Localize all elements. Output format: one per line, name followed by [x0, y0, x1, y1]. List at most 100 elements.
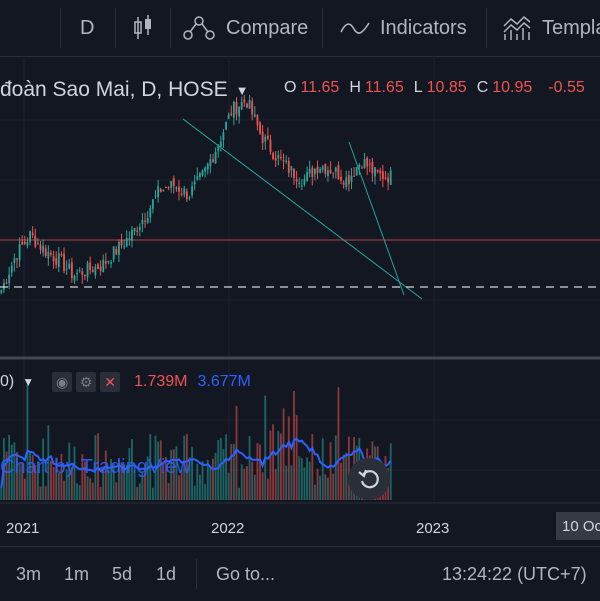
candle-body	[261, 131, 264, 144]
candle-body	[191, 186, 193, 196]
chevron-down-icon[interactable]: ▼	[235, 82, 249, 98]
candle-body	[16, 258, 18, 260]
eye-icon[interactable]: ◉	[52, 372, 73, 392]
volume-bar	[68, 442, 71, 500]
candle-body	[110, 262, 112, 264]
candle-body	[225, 121, 227, 130]
toolbar-divider	[486, 8, 487, 48]
candle-body	[170, 181, 173, 188]
volume-bar	[327, 477, 329, 500]
reset-icon	[358, 469, 379, 489]
close-icon[interactable]: ✕	[100, 372, 121, 392]
candle-body	[167, 187, 170, 189]
volume-bar	[107, 470, 110, 500]
volume-bar	[235, 405, 238, 500]
volume-bar	[306, 457, 308, 500]
volume-bar	[102, 467, 105, 500]
templates-button[interactable]: Templa	[502, 0, 600, 56]
high-value: 11.65	[364, 79, 404, 96]
volume-bar	[39, 486, 42, 500]
toolbar-divider	[60, 8, 61, 48]
volume-bar	[170, 449, 173, 500]
volume-bar	[167, 482, 170, 500]
candle-body	[131, 229, 133, 241]
reset-chart-button[interactable]	[348, 458, 390, 500]
volume-bar	[185, 433, 188, 500]
low-value: 10.85	[426, 79, 467, 96]
top-toolbar: D Compare Indicators	[0, 0, 600, 57]
candle-body	[120, 239, 123, 246]
range-1m-button[interactable]: 1m	[64, 563, 90, 584]
range-1d-button[interactable]: 1d	[156, 563, 177, 584]
volume-bar	[89, 478, 92, 500]
trendline-short[interactable]	[348, 141, 405, 296]
candle-body	[332, 172, 335, 174]
candle-body	[146, 218, 149, 223]
volume-bar	[389, 443, 392, 500]
chevron-down-icon[interactable]: ▼	[22, 375, 35, 389]
candle-body	[272, 153, 275, 160]
candle-body	[52, 256, 55, 262]
candle-body	[81, 271, 84, 276]
compare-button[interactable]: Compare	[182, 0, 308, 56]
tradingview-watermark: Chart by TradingView	[0, 456, 191, 478]
volume-bar	[26, 385, 29, 500]
candle-body	[240, 102, 243, 110]
templates-label: Templa	[542, 16, 600, 39]
volume-ma-line	[0, 437, 392, 488]
volume-bar	[272, 424, 275, 500]
range-5d-button[interactable]: 5d	[112, 563, 133, 584]
candle-body	[353, 175, 356, 177]
candle-body	[104, 261, 107, 264]
candle-body	[387, 177, 389, 183]
go-to-button[interactable]: Go to...	[216, 563, 276, 584]
volume-bar	[36, 461, 39, 500]
candle-body	[123, 246, 126, 248]
volume-bar	[214, 452, 217, 500]
range-3m-button[interactable]: 3m	[16, 563, 42, 584]
candle-body	[144, 220, 146, 222]
candle-body	[8, 274, 11, 284]
volume-bar	[91, 482, 94, 500]
volume-bar	[23, 478, 26, 500]
volume-bar	[191, 446, 193, 500]
candle-body	[246, 103, 248, 108]
volume-bar	[227, 472, 230, 500]
volume-bars	[0, 385, 392, 500]
candle-body	[345, 177, 348, 188]
candle-body	[277, 155, 280, 159]
volume-value: 1.739M	[134, 373, 188, 390]
volume-bar	[16, 452, 18, 500]
volume-bar	[141, 471, 144, 500]
volume-bar	[319, 475, 322, 500]
candle-body	[73, 275, 76, 281]
time-axis-label: 2022	[211, 520, 245, 537]
gear-icon[interactable]: ⚙	[76, 372, 97, 392]
indicators-button[interactable]: Indicators	[340, 0, 467, 56]
candle-body	[251, 101, 254, 115]
chart-type-button[interactable]	[132, 0, 164, 56]
volume-bar	[219, 438, 222, 500]
candle-body	[295, 179, 298, 182]
volume-bar	[120, 462, 123, 500]
candle-body	[227, 114, 230, 119]
volume-bar	[259, 444, 261, 500]
clock-timezone[interactable]: 13:24:22 (UTC+7)	[442, 563, 587, 584]
volume-bar	[345, 452, 348, 500]
candle-body	[342, 182, 345, 185]
candle-body	[136, 230, 139, 233]
volume-bar	[180, 469, 183, 500]
volume-bar	[73, 446, 76, 500]
candle-body	[287, 160, 290, 174]
trendline-long[interactable]	[182, 118, 423, 300]
volume-bar	[321, 438, 324, 500]
volume-bar	[99, 486, 102, 500]
open-value: 11.65	[300, 79, 340, 96]
chart-grid	[0, 56, 600, 503]
volume-bar	[285, 465, 288, 500]
volume-ma-value: 3.677M	[197, 373, 251, 390]
symbol-title[interactable]: đoàn Sao Mai, D, HOSE	[0, 78, 228, 101]
close-key: C	[476, 79, 489, 96]
interval-button[interactable]: D	[80, 0, 94, 56]
volume-bar	[159, 440, 162, 500]
